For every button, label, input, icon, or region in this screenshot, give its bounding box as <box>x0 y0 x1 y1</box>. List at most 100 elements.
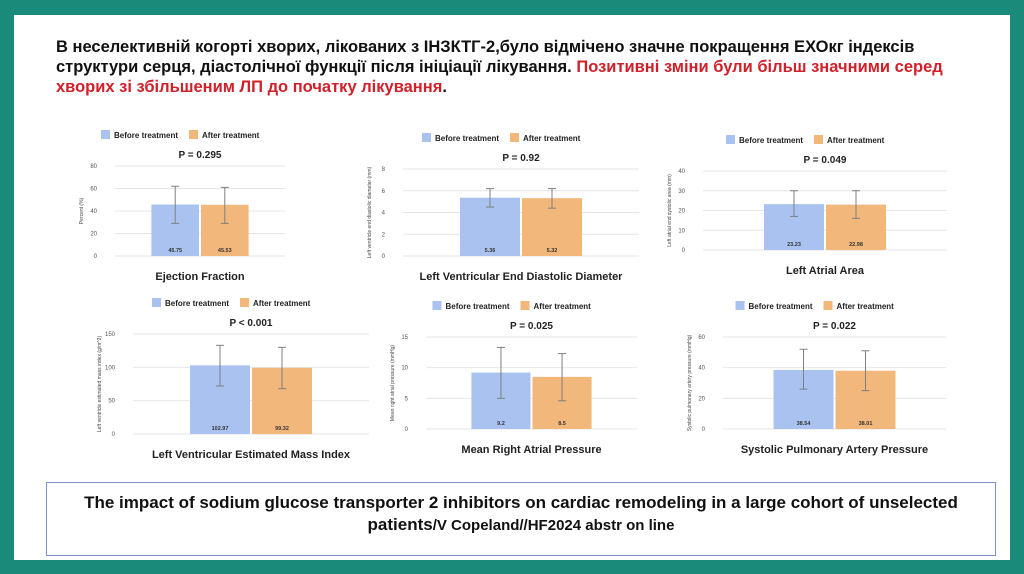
legend-label-after: After treatment <box>534 302 592 311</box>
y-axis-label: Percent (%) <box>79 197 85 224</box>
slide: В неселективній когорті хворих, ліковани… <box>14 15 1010 560</box>
bar-data-label: 38.01 <box>859 421 873 427</box>
caption-title: The impact of sodium glucose transporter… <box>84 493 958 534</box>
y-tick-label: 150 <box>105 332 116 338</box>
chart-svg: Before treatment After treatment 0 10 20 30 40… <box>667 135 947 277</box>
bar-data-label: 102.97 <box>212 426 229 432</box>
bar-data-label: 45.53 <box>218 248 232 254</box>
y-tick-label: 50 <box>108 399 115 405</box>
bar-data-label: 45.75 <box>168 248 182 254</box>
chart-title: Mean Right Atrial Pressure <box>461 444 601 456</box>
legend-swatch-before <box>422 133 431 142</box>
legend-swatch-before <box>432 301 442 310</box>
chart-svg: Before treatment After treatment 0 2 4 6 8 Left… <box>367 133 639 283</box>
y-tick-label: 0 <box>405 427 409 433</box>
y-tick-label: 0 <box>702 427 706 433</box>
chart-lv-end-diastolic-diameter: Before treatment After treatment 0 2 4 6 8 Left… <box>357 125 647 290</box>
y-tick-label: 60 <box>90 187 97 193</box>
legend-label-after: After treatment <box>827 136 885 145</box>
chart-svg: Before treatment After treatment 0 20 40 60 Sy… <box>687 301 946 456</box>
bar-data-label: 5.36 <box>485 248 496 254</box>
chart-title: Left Ventricular End Diastolic Diameter <box>420 271 624 283</box>
legend-label-after: After treatment <box>523 134 581 143</box>
chart-title: Systolic Pulmonary Artery Pressure <box>741 444 928 456</box>
chart-ejection-fraction: Before treatment After treatment 0 20 40 60 80… <box>69 122 293 290</box>
bar-data-label: 5.32 <box>547 248 558 254</box>
chart-lv-mass-index: Before treatment After treatment 0 50 100 150… <box>87 290 377 468</box>
legend-label-before: Before treatment <box>739 136 803 145</box>
y-tick-label: 100 <box>105 365 116 371</box>
y-tick-label: 10 <box>401 366 408 372</box>
y-tick-label: 20 <box>90 232 97 238</box>
chart-systolic-pulmonary-artery-pressure: Before treatment After treatment 0 20 40 60 Sy… <box>677 293 954 463</box>
y-tick-label: 5 <box>405 396 409 402</box>
y-tick-label: 8 <box>382 167 386 173</box>
legend-label-before: Before treatment <box>446 302 510 311</box>
y-tick-label: 40 <box>678 169 685 175</box>
bar-data-label: 23.23 <box>787 242 801 248</box>
bar-data-label: 8.5 <box>558 421 566 427</box>
legend-swatch-before <box>152 298 161 307</box>
headline: В неселективній когорті хворих, ліковани… <box>56 37 976 97</box>
legend-label-before: Before treatment <box>165 299 229 308</box>
y-tick-label: 6 <box>382 189 386 195</box>
y-tick-label: 20 <box>678 209 685 215</box>
legend-label-before: Before treatment <box>749 302 813 311</box>
headline-text: В неселективній когорті хворих, ліковани… <box>56 38 915 76</box>
headline-highlight: Позитивні зміни були більш значними сере… <box>56 58 943 96</box>
y-axis-label: Left ventricle end diastolic diameter (m… <box>367 166 373 258</box>
chart-svg: Before treatment After treatment 0 20 40 60 80… <box>79 130 285 283</box>
chart-svg: Before treatment After treatment 0 5 10 15 Mea… <box>390 301 637 456</box>
y-tick-label: 15 <box>401 335 408 341</box>
y-tick-label: 80 <box>90 164 97 170</box>
p-value: P = 0.295 <box>179 150 222 161</box>
chart-svg: Before treatment After treatment 0 50 100 150… <box>97 298 369 461</box>
p-value: P < 0.001 <box>230 318 273 329</box>
legend-swatch-after <box>240 298 249 307</box>
y-axis-label: Left atrial end systolic area (mm) <box>667 174 673 247</box>
legend-label-before: Before treatment <box>114 131 178 140</box>
bar-data-label: 38.54 <box>797 421 812 427</box>
y-tick-label: 40 <box>698 366 705 372</box>
legend-swatch-after <box>189 130 198 139</box>
chart-title: Left Ventricular Estimated Mass Index <box>152 449 351 461</box>
p-value: P = 0.92 <box>502 153 540 164</box>
y-tick-label: 40 <box>90 209 97 215</box>
p-value: P = 0.025 <box>510 321 553 332</box>
caption-box: The impact of sodium glucose transporter… <box>46 482 996 556</box>
legend-label-after: After treatment <box>837 302 895 311</box>
y-tick-label: 0 <box>382 254 386 260</box>
y-tick-label: 2 <box>382 232 386 238</box>
y-tick-label: 30 <box>678 189 685 195</box>
y-tick-label: 10 <box>678 228 685 234</box>
legend-swatch-after <box>510 133 519 142</box>
p-value: P = 0.022 <box>813 321 856 332</box>
y-axis-label: Left ventricle estimated mass index (g/m… <box>97 336 103 433</box>
caption-source: /V Copeland//HF2024 abstr on line <box>432 517 675 534</box>
y-tick-label: 60 <box>698 335 705 341</box>
y-axis-label: Mean right atrial pressure (mmHg) <box>390 345 396 421</box>
headline-tail: . <box>442 78 447 96</box>
y-tick-label: 4 <box>382 211 386 217</box>
legend-swatch-after <box>823 301 833 310</box>
legend-swatch-after <box>520 301 530 310</box>
caption-text: The impact of sodium glucose transporter… <box>47 483 995 537</box>
p-value: P = 0.049 <box>804 155 847 166</box>
legend-label-after: After treatment <box>202 131 260 140</box>
legend-swatch-after <box>814 135 823 144</box>
y-axis-label: Systolic pulmonary artery pressure (mmHg… <box>687 334 693 431</box>
y-tick-label: 0 <box>112 432 116 438</box>
bar-data-label: 22.98 <box>849 242 863 248</box>
bar-data-label: 9.2 <box>497 421 505 427</box>
legend-label-after: After treatment <box>253 299 311 308</box>
chart-title: Left Atrial Area <box>786 265 865 277</box>
legend-swatch-before <box>101 130 110 139</box>
legend-swatch-before <box>735 301 745 310</box>
chart-left-atrial-area: Before treatment After treatment 0 10 20 30 40… <box>657 127 955 284</box>
y-tick-label: 0 <box>94 254 98 260</box>
y-tick-label: 20 <box>698 396 705 402</box>
chart-title: Ejection Fraction <box>155 271 245 283</box>
legend-swatch-before <box>726 135 735 144</box>
chart-mean-right-atrial-pressure: Before treatment After treatment 0 5 10 15 Mea… <box>380 293 645 463</box>
legend-label-before: Before treatment <box>435 134 499 143</box>
